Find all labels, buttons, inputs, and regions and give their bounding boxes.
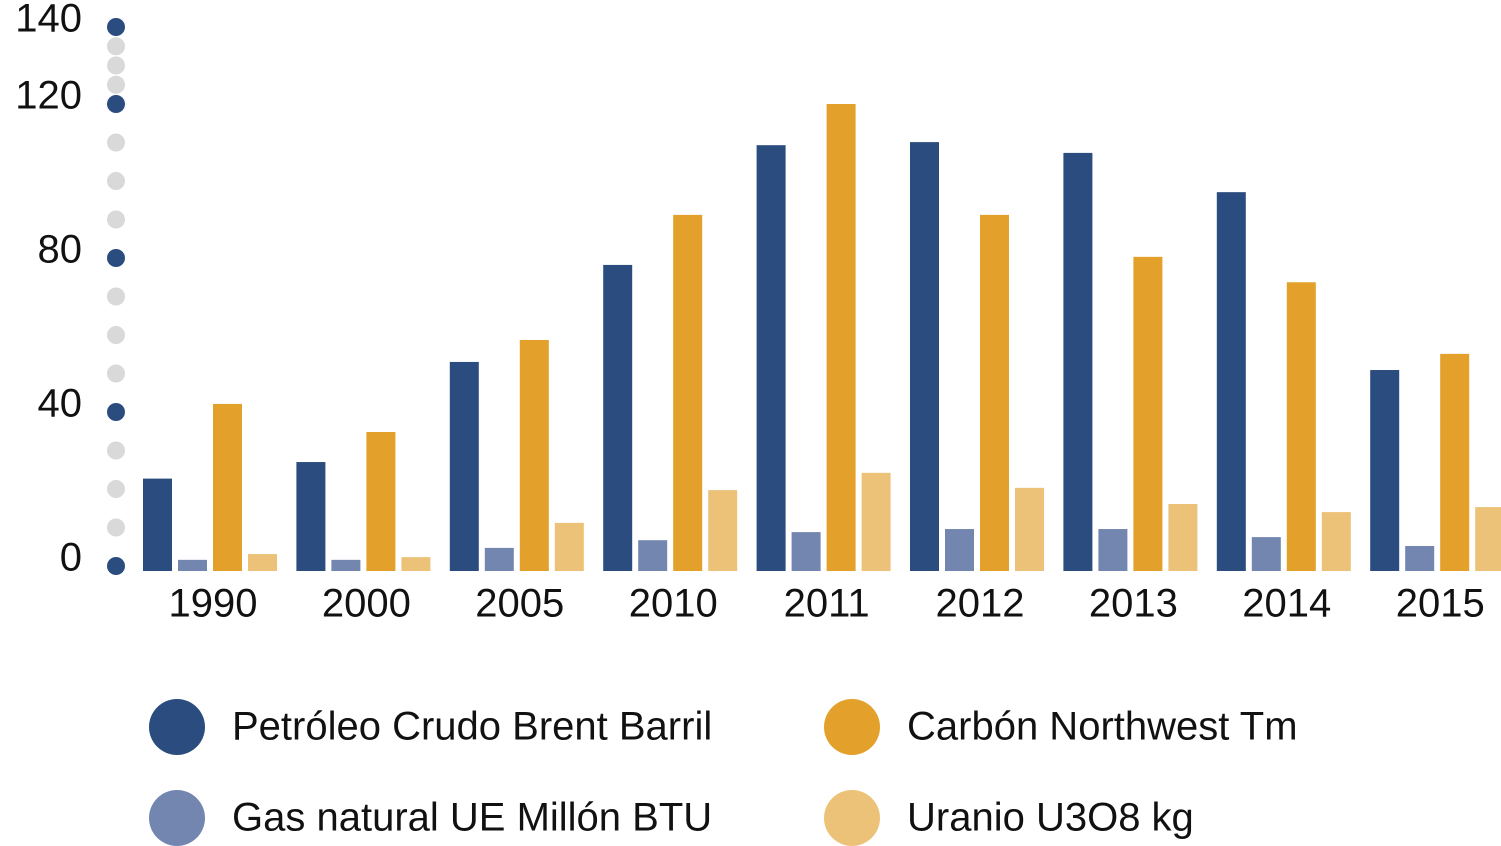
axis-dot (107, 75, 125, 94)
bar (638, 540, 668, 571)
bar (791, 532, 821, 571)
x-tick-label: 2010 (629, 582, 718, 626)
y-tick-mark (107, 18, 125, 36)
axis-dot (107, 480, 125, 498)
bar (1405, 545, 1435, 571)
bar (1440, 353, 1470, 571)
x-tick-label: 1990 (169, 582, 258, 626)
axis-dot (107, 441, 125, 460)
axis-dot (107, 210, 125, 229)
y-tick-label: 140 (15, 0, 82, 41)
x-tick-label: 2015 (1396, 582, 1485, 626)
bar (1475, 507, 1501, 571)
bar (1015, 487, 1044, 571)
bar (1251, 537, 1281, 571)
bar (910, 142, 939, 572)
bar (401, 557, 431, 571)
bar (296, 462, 326, 571)
bar (143, 478, 172, 571)
axis-dot (107, 172, 125, 190)
axis-dot (107, 364, 125, 383)
x-tick-label: 2012 (936, 582, 1025, 626)
bar (519, 340, 549, 571)
bar (708, 490, 738, 571)
axis-dot (107, 133, 125, 152)
x-tick-label: 2014 (1242, 582, 1331, 626)
y-tick-mark (107, 557, 125, 575)
bar (1216, 192, 1246, 571)
bar (1286, 282, 1316, 571)
bar (756, 145, 786, 571)
legend-swatch (149, 790, 205, 846)
bar (213, 403, 242, 571)
bar (554, 522, 584, 571)
y-tick-mark (107, 249, 125, 267)
y-tick-label: 80 (38, 228, 83, 272)
bar (449, 361, 479, 571)
bar (1098, 529, 1128, 571)
bar (603, 264, 633, 571)
y-tick-label: 120 (15, 74, 82, 118)
legend-label: Petróleo Crudo Brent Barril (232, 705, 712, 749)
bar (861, 472, 891, 571)
bar (1370, 370, 1400, 571)
legend-label: Gas natural UE Millón BTU (232, 796, 712, 840)
bar (945, 529, 974, 571)
bar (1063, 152, 1093, 571)
bar (1321, 512, 1351, 571)
bar (1133, 256, 1163, 571)
axis-dot (107, 37, 125, 56)
axis-dot (107, 287, 125, 306)
bar (826, 103, 856, 572)
legend-swatch (824, 699, 880, 755)
y-tick-label: 0 (60, 536, 82, 580)
legend-swatch (824, 790, 880, 846)
bar (248, 554, 277, 571)
y-tick-mark (107, 95, 125, 113)
bar (178, 559, 207, 571)
axis-dot (107, 56, 125, 75)
bar (484, 547, 514, 571)
axis-dot (107, 326, 125, 344)
y-tick-label: 40 (38, 382, 83, 426)
x-tick-label: 2011 (784, 582, 870, 626)
bar (1168, 504, 1198, 571)
x-tick-label: 2000 (322, 582, 411, 626)
y-tick-mark (107, 403, 125, 421)
bar (673, 214, 703, 571)
x-tick-label: 2005 (475, 582, 564, 626)
legend-label: Carbón Northwest Tm (907, 705, 1298, 749)
bar (331, 559, 361, 571)
legend-swatch (149, 699, 205, 755)
bar (980, 214, 1009, 571)
legend-label: Uranio U3O8 kg (907, 796, 1194, 840)
bar (366, 432, 396, 571)
axis-dot (107, 518, 125, 537)
x-tick-label: 2013 (1089, 582, 1178, 626)
